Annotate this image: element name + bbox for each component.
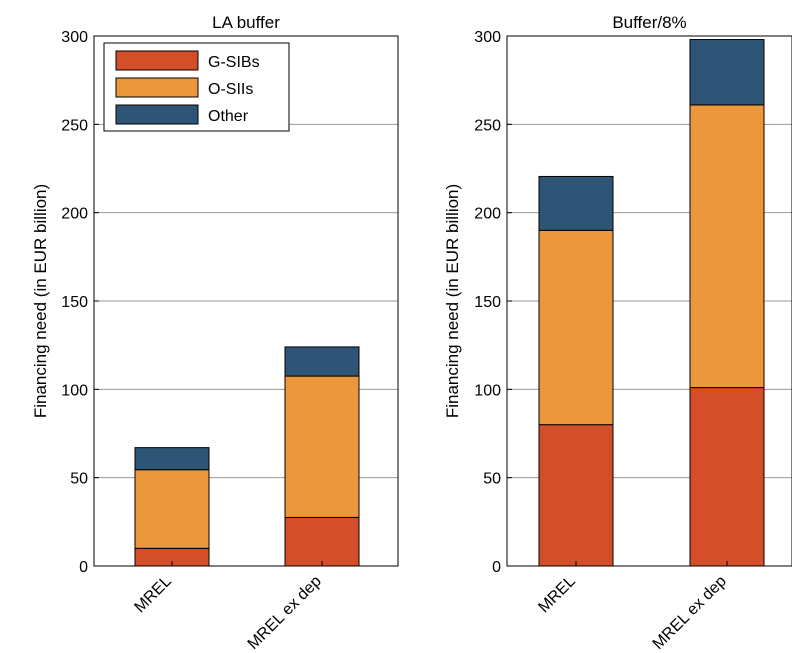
chart-panel-buffer-8pct: 0 50 100 150 200 250 300 MREL MREL ex dep Buffer/… [443,13,792,653]
legend-label-g-sibs: G-SIBs [208,54,260,71]
bar-segment-other-mrel [538,175,614,231]
chart-title: Buffer/8% [612,13,686,32]
bar-segment-other-mrel-ex-dep [689,39,765,106]
x-tick-label: MREL ex dep [650,573,730,653]
y-tick-label: 0 [79,559,88,576]
y-tick-label: 200 [474,206,501,223]
bar-segment-g-sibs-mrel-ex-dep [689,387,765,567]
y-tick-label: 250 [61,117,88,134]
bar-segment-other-mrel-ex-dep [284,346,360,377]
y-tick-label: 100 [474,382,501,399]
y-tick-label: 150 [474,294,501,311]
y-tick-label: 300 [474,29,501,46]
bar-segment-o-siis-mrel-ex-dep [284,375,360,518]
legend-swatch-g-sibs [115,50,199,71]
chart-title: LA buffer [212,13,280,32]
y-tick-label: 300 [61,29,88,46]
y-tick-label: 100 [61,382,88,399]
y-axis-label: Financing need (in EUR billion) [31,184,50,418]
y-tick-label: 200 [61,206,88,223]
x-tick-label: MREL [131,573,175,617]
y-tick-label: 0 [492,559,501,576]
y-axis-label: Financing need (in EUR billion) [443,184,462,418]
bar-segment-g-sibs-mrel-ex-dep [284,516,360,567]
bar-segment-o-siis-mrel-ex-dep [689,104,765,389]
bar-segment-o-siis-mrel [538,229,614,426]
x-tick-label: MREL [535,573,579,617]
legend-label-other: Other [208,108,249,125]
bar-segment-g-sibs-mrel [538,424,614,567]
y-tick-label: 50 [70,471,88,488]
legend-swatch-o-siis [115,77,199,98]
bar-segment-o-siis-mrel [134,469,210,549]
y-tick-label: 250 [474,117,501,134]
y-tick-label: 50 [483,471,501,488]
legend-swatch-other [115,104,199,125]
x-tick-label: MREL ex dep [245,573,325,653]
legend-label-o-siis: O-SIIs [208,81,253,98]
bar-segment-other-mrel [134,447,210,471]
chart-panel-la-buffer: 0 50 100 150 200 250 300 MREL MREL ex dep LA buff… [31,13,399,653]
y-tick-label: 150 [61,294,88,311]
